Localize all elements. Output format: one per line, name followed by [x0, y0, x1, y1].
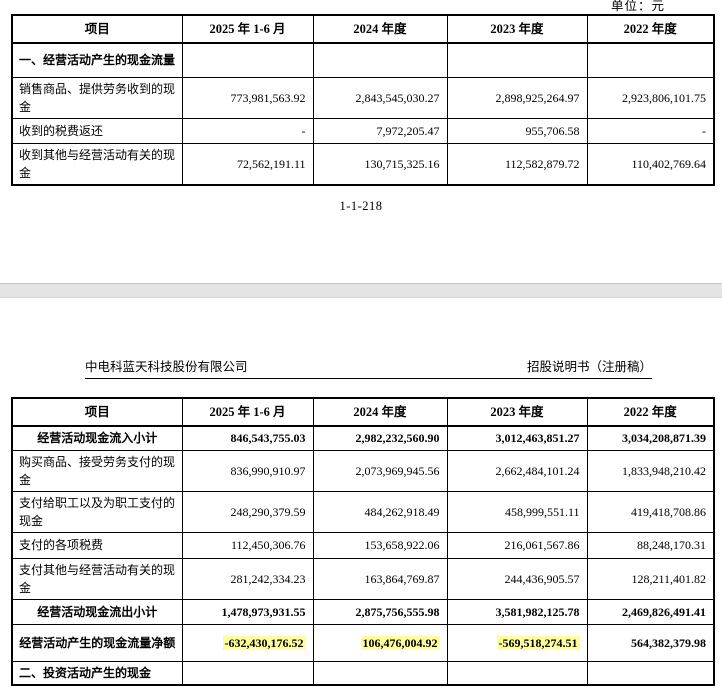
cell-value: 836,990,910.97: [181, 449, 314, 492]
cell-value: 130,715,325.16: [312, 142, 448, 185]
column-header-2023: 2023 年度: [446, 14, 588, 44]
cell-value: 163,864,769.87: [312, 557, 448, 600]
table-row: 购买商品、接受劳务支付的现金 836,990,910.97 2,073,969,…: [11, 449, 715, 492]
column-header-2025h1: 2025 年 1-6 月: [181, 14, 314, 44]
cell-value: 484,262,918.49: [312, 490, 448, 533]
cell-value: 112,450,306.76: [181, 531, 314, 559]
cell-value: -: [181, 117, 314, 144]
cell-value: 88,248,170.31: [586, 531, 715, 559]
company-name: 中电科蓝天科技股份有限公司: [85, 360, 248, 374]
row-label: 购买商品、接受劳务支付的现金: [11, 449, 183, 492]
cell-value: 110,402,769.64: [586, 142, 715, 185]
highlighted-value: -569,518,274.51: [496, 635, 580, 650]
page-separator-band: [0, 283, 722, 298]
cell-value: 846,543,755.03: [181, 425, 314, 451]
row-label: 一、经营活动产生的现金流量: [11, 42, 183, 78]
row-label: 经营活动产生的现金流量净额: [11, 623, 183, 662]
cell-value: 955,706.58: [446, 117, 588, 144]
cell-value: 2,469,826,491.41: [586, 598, 715, 625]
table-row: 一、经营活动产生的现金流量: [11, 42, 715, 78]
page-header: 中电科蓝天科技股份有限公司 招股说明书（注册稿）: [85, 356, 652, 379]
table-header-row: 项目 2025 年 1-6 月 2024 年度 2023 年度 2022 年度: [11, 14, 715, 44]
table-header-row: 项目 2025 年 1-6 月 2024 年度 2023 年度 2022 年度: [11, 397, 715, 427]
table-row: 收到其他与经营活动有关的现金 72,562,191.11 130,715,325…: [11, 142, 715, 185]
cash-flow-table-page2: 项目 2025 年 1-6 月 2024 年度 2023 年度 2022 年度 …: [11, 397, 715, 686]
table-row: 收到的税费返还 - 7,972,205.47 955,706.58 -: [11, 117, 715, 144]
cell-value: 128,211,401.82: [586, 557, 715, 600]
column-header-2025h1: 2025 年 1-6 月: [181, 397, 314, 427]
cell-value: 2,662,484,101.24: [446, 449, 588, 492]
row-label: 经营活动现金流出小计: [11, 598, 183, 625]
cell-value: 153,658,922.06: [312, 531, 448, 559]
cell-value: 3,581,982,125.78: [446, 598, 588, 625]
row-label: 二、投资活动产生的现金: [11, 660, 183, 685]
cell-value: -632,430,176.52: [181, 623, 314, 662]
cell-value: 216,061,567.86: [446, 531, 588, 559]
column-header-2024: 2024 年度: [312, 14, 448, 44]
table-row: 支付的各项税费 112,450,306.76 153,658,922.06 21…: [11, 531, 715, 559]
column-header-item: 项目: [11, 397, 183, 427]
row-label: 支付给职工以及为职工支付的现金: [11, 490, 183, 533]
cell-value: 2,923,806,101.75: [586, 76, 715, 119]
highlighted-value: 106,476,004.92: [360, 635, 440, 650]
column-header-item: 项目: [11, 14, 183, 44]
column-header-2022: 2022 年度: [586, 397, 715, 427]
cell-value: 2,898,925,264.97: [446, 76, 588, 119]
cell-value: 2,073,969,945.56: [312, 449, 448, 492]
document-title: 招股说明书（注册稿）: [526, 360, 652, 374]
cell-value: 112,582,879.72: [446, 142, 588, 185]
table-row: 支付给职工以及为职工支付的现金 248,290,379.59 484,262,9…: [11, 490, 715, 533]
page-number: 1-1-218: [339, 199, 383, 213]
table-row-subtotal: 经营活动现金流入小计 846,543,755.03 2,982,232,560.…: [11, 425, 715, 451]
row-label: 收到的税费返还: [11, 117, 183, 144]
column-header-2023: 2023 年度: [446, 397, 588, 427]
row-label: 收到其他与经营活动有关的现金: [11, 142, 183, 185]
column-header-2022: 2022 年度: [586, 14, 715, 44]
row-label: 支付的各项税费: [11, 531, 183, 559]
cell-value: 248,290,379.59: [181, 490, 314, 533]
row-label: 支付其他与经营活动有关的现金: [11, 557, 183, 600]
highlighted-value: -632,430,176.52: [222, 635, 306, 650]
cell-value: 7,972,205.47: [312, 117, 448, 144]
row-label: 销售商品、提供劳务收到的现金: [11, 76, 183, 119]
cell-value: [586, 42, 715, 78]
cell-value: 244,436,905.57: [446, 557, 588, 600]
cell-value: -: [586, 117, 715, 144]
cell-value: [446, 42, 588, 78]
cell-value: 3,034,208,871.39: [586, 425, 715, 451]
table-row-net-cash-flow: 经营活动产生的现金流量净额 -632,430,176.52 106,476,00…: [11, 623, 715, 662]
cell-value: 1,833,948,210.42: [586, 449, 715, 492]
cell-value: 419,418,708.86: [586, 490, 715, 533]
row-label: 经营活动现金流入小计: [11, 425, 183, 451]
cell-value: [181, 660, 314, 685]
cash-flow-table-page1: 项目 2025 年 1-6 月 2024 年度 2023 年度 2022 年度 …: [11, 14, 715, 186]
cell-value: 2,875,756,555.98: [312, 598, 448, 625]
cell-value: 773,981,563.92: [181, 76, 314, 119]
cell-value: 3,012,463,851.27: [446, 425, 588, 451]
table-row: 销售商品、提供劳务收到的现金 773,981,563.92 2,843,545,…: [11, 76, 715, 119]
cell-value: [312, 42, 448, 78]
cell-value: [181, 42, 314, 78]
cell-value: 281,242,334.23: [181, 557, 314, 600]
cell-value: 72,562,191.11: [181, 142, 314, 185]
table-row-partial: 二、投资活动产生的现金: [11, 660, 715, 685]
table-row-subtotal: 经营活动现金流出小计 1,478,973,931.55 2,875,756,55…: [11, 598, 715, 625]
cell-value: [446, 660, 588, 685]
cell-value: 458,999,551.11: [446, 490, 588, 533]
cell-value: [586, 660, 715, 685]
cell-value: 1,478,973,931.55: [181, 598, 314, 625]
table-row: 支付其他与经营活动有关的现金 281,242,334.23 163,864,76…: [11, 557, 715, 600]
cell-value: [312, 660, 448, 685]
cell-value: 2,982,232,560.90: [312, 425, 448, 451]
column-header-2024: 2024 年度: [312, 397, 448, 427]
cell-value: 564,382,379.98: [586, 623, 715, 662]
cell-value: 106,476,004.92: [312, 623, 448, 662]
cell-value: 2,843,545,030.27: [312, 76, 448, 119]
cell-value: -569,518,274.51: [446, 623, 588, 662]
